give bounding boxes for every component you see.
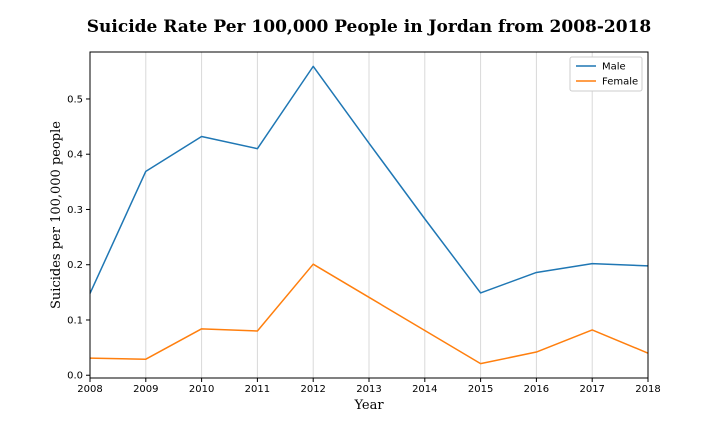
x-axis-label: Year	[353, 398, 384, 413]
x-tick-label: 2018	[635, 384, 660, 395]
y-tick-label: 0.1	[67, 315, 83, 326]
legend-label-male: Male	[602, 62, 626, 73]
x-tick-label: 2017	[579, 384, 604, 395]
x-tick-label: 2016	[524, 384, 549, 395]
series-line-female	[89, 263, 649, 365]
x-tick-label: 2012	[300, 384, 325, 395]
y-tick-label: 0.5	[67, 94, 83, 105]
x-tick-label: 2011	[245, 384, 270, 395]
grid-lines	[89, 52, 649, 378]
y-tick-label: 0.0	[67, 371, 83, 382]
y-tick-label: 0.2	[67, 260, 83, 271]
x-tick-label: 2015	[468, 384, 493, 395]
x-tick-label: 2008	[77, 384, 102, 395]
x-axis-ticks: 2008 2009 2010 2011 2012 2013 2014 2015 2016 2017…	[77, 378, 661, 395]
y-tick-label: 0.4	[67, 150, 83, 161]
x-tick-label: 2009	[133, 384, 158, 395]
legend-label-female: Female	[602, 77, 638, 88]
legend: Male Female	[569, 56, 643, 92]
x-tick-label: 2014	[412, 384, 437, 395]
y-axis-label: Suicides per 100,000 people	[49, 121, 64, 309]
chart-title: Suicide Rate Per 100,000 People in Jorda…	[87, 17, 652, 37]
x-tick-label: 2013	[356, 384, 381, 395]
y-tick-label: 0.3	[67, 205, 83, 216]
x-tick-label: 2010	[189, 384, 214, 395]
series-lines	[89, 65, 649, 365]
series-line-male	[89, 65, 649, 294]
y-axis-ticks: 0.0 0.1 0.2 0.3 0.4 0.5	[67, 94, 90, 382]
